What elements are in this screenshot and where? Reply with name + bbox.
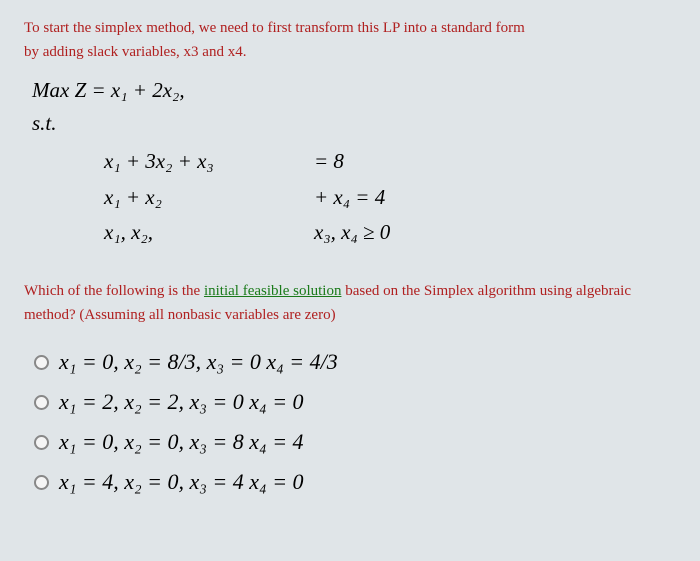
intro-line1: To start the simplex method, we need to … [24,20,525,36]
intro-line2: by adding slack variables, x3 and x4. [24,44,246,60]
constraint-row-2: x₁ + x₂ + x₄ = 4 [104,180,676,216]
intro-text: To start the simplex method, we need to … [24,16,676,64]
subject-to: s.t. [32,111,676,136]
constraint2-left: x₁ + x₂ [104,180,314,216]
option-a-text: x₁ = 0, x₂ = 8/3, x₃ = 0 x₄ = 4/3 [59,349,338,375]
option-c[interactable]: x₁ = 0, x₂ = 0, x₃ = 8 x₄ = 4 [34,429,676,455]
constraint-row-1: x₁ + 3x₂ + x₃ = 8 [104,144,676,180]
radio-icon [34,475,49,490]
question-text: Which of the following is the initial fe… [24,279,676,327]
question-part1: Which of the following is the [24,283,204,299]
objective-function: Max Z = x₁ + 2x₂, [32,78,676,103]
option-d[interactable]: x₁ = 4, x₂ = 0, x₃ = 4 x₄ = 0 [34,469,676,495]
option-c-text: x₁ = 0, x₂ = 0, x₃ = 8 x₄ = 4 [59,429,304,455]
constraint3-right: x₃, x₄ ≥ 0 [314,215,390,251]
radio-icon [34,395,49,410]
constraints-block: x₁ + 3x₂ + x₃ = 8 x₁ + x₂ + x₄ = 4 x₁, x… [104,144,676,251]
constraint2-right: + x₄ = 4 [314,180,385,216]
radio-icon [34,435,49,450]
solution-link: initial feasible solution [204,283,341,299]
constraint-row-3: x₁, x₂, x₃, x₄ ≥ 0 [104,215,676,251]
option-a[interactable]: x₁ = 0, x₂ = 8/3, x₃ = 0 x₄ = 4/3 [34,349,676,375]
option-b[interactable]: x₁ = 2, x₂ = 2, x₃ = 0 x₄ = 0 [34,389,676,415]
constraint1-right: = 8 [314,144,344,180]
option-b-text: x₁ = 2, x₂ = 2, x₃ = 0 x₄ = 0 [59,389,304,415]
options-group: x₁ = 0, x₂ = 8/3, x₃ = 0 x₄ = 4/3 x₁ = 2… [34,349,676,495]
option-d-text: x₁ = 4, x₂ = 0, x₃ = 4 x₄ = 0 [59,469,304,495]
constraint3-left: x₁, x₂, [104,215,314,251]
radio-icon [34,355,49,370]
constraint1-left: x₁ + 3x₂ + x₃ [104,144,314,180]
